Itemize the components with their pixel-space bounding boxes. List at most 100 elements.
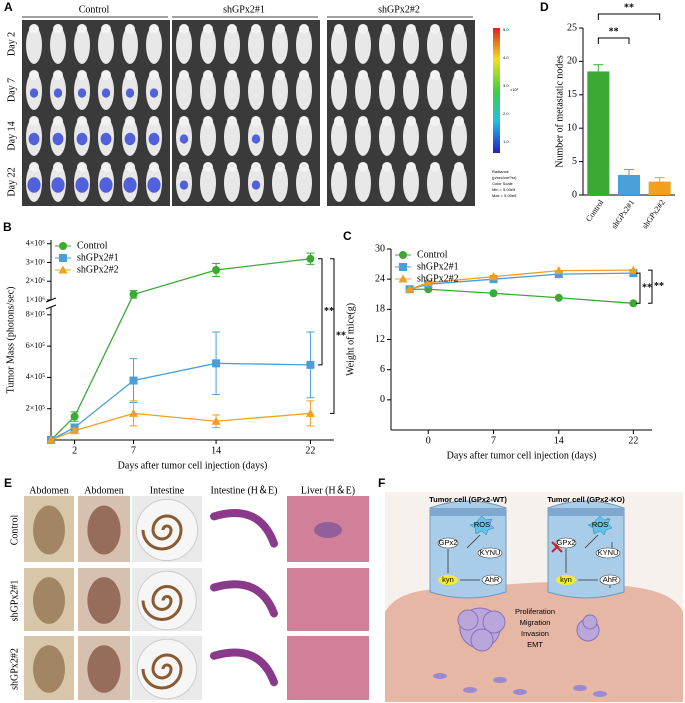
- node-label: AhR: [485, 575, 500, 584]
- mouse-head: [382, 24, 392, 34]
- signal: [179, 180, 189, 190]
- group-label: shGPx2#1: [223, 4, 265, 15]
- disseminated-cells: [433, 673, 607, 697]
- panel-label: F: [378, 476, 385, 490]
- kyn-node: [556, 575, 576, 585]
- significance-label: **: [609, 26, 619, 37]
- mouse: [200, 26, 216, 64]
- bar: [648, 181, 671, 195]
- x-tick-label: 7: [491, 435, 496, 446]
- legend-label: shGPx2#2: [77, 264, 119, 275]
- mouse-head: [203, 116, 213, 126]
- mouse-head: [406, 116, 416, 126]
- significance-bracket: [597, 37, 630, 44]
- node-label: KYNU: [598, 548, 619, 557]
- bar: [587, 71, 610, 195]
- mouse: [248, 26, 264, 64]
- mouse: [355, 118, 371, 156]
- mouse: [296, 26, 312, 64]
- node-label: kyn: [442, 575, 454, 584]
- point: [306, 360, 315, 369]
- mouse: [176, 26, 192, 64]
- signal: [28, 132, 40, 146]
- mouse-head: [203, 162, 213, 172]
- mouse-head: [251, 24, 261, 34]
- node-label: AhR: [603, 575, 618, 584]
- ros: [587, 515, 613, 536]
- colorbar-caption: Max = 5.00e6: [492, 193, 517, 198]
- row-label: shGPx2#1: [9, 580, 20, 622]
- mouse: [451, 164, 467, 202]
- mouse-head: [101, 116, 111, 126]
- colorbar-caption: Radiance: [492, 169, 510, 174]
- mouse-head: [227, 70, 237, 80]
- y-tick-label: 5: [572, 156, 577, 167]
- point: [46, 435, 56, 444]
- mouse-head: [358, 24, 368, 34]
- colorbar-tick: 4.0: [503, 55, 509, 60]
- mouse-head: [125, 24, 135, 34]
- section: [210, 509, 278, 548]
- mouse: [200, 72, 216, 110]
- point: [70, 412, 79, 421]
- column-label: Intestine (H＆E): [211, 485, 278, 496]
- organ: [87, 645, 121, 693]
- mouse-head: [29, 24, 39, 34]
- significance-label: **: [336, 330, 346, 341]
- mouse: [224, 26, 240, 64]
- y-tick-label: 8×10⁵: [26, 310, 46, 319]
- mouse-head: [299, 24, 309, 34]
- signal: [125, 88, 135, 98]
- mouse: [379, 118, 395, 156]
- mouse: [427, 118, 443, 156]
- metastasis: [314, 522, 342, 538]
- mouse: [26, 26, 42, 64]
- signal: [51, 177, 65, 193]
- intestine: [141, 585, 183, 621]
- legend-label: Control: [417, 249, 448, 260]
- mouse-head: [430, 116, 440, 126]
- nodes: [437, 537, 621, 586]
- column-label: Liver (H＆E): [301, 485, 355, 496]
- column-label: Abdomen: [84, 485, 123, 496]
- intestine: [141, 514, 183, 551]
- x-tick-label: Control: [584, 197, 606, 223]
- mouse-head: [29, 70, 39, 80]
- y-tick-label: 20: [567, 56, 577, 67]
- mouse: [200, 118, 216, 156]
- legend-marker: [398, 274, 408, 283]
- x-axis-label: Days after tumor cell injection (days): [447, 450, 597, 461]
- mouse-head: [101, 24, 111, 34]
- mouse: [451, 118, 467, 156]
- mouse-head: [299, 116, 309, 126]
- y-tick-label: 1×10⁶: [26, 295, 46, 304]
- mouse-head: [125, 116, 135, 126]
- panel-f: F Tumor cell (GPx2-WT) ROS GPx2 KYNU kyn AhR T…: [378, 476, 683, 702]
- cell-title: Tumor cell (GPx2-WT): [429, 495, 507, 504]
- panel-label: E: [4, 476, 12, 490]
- tissue: [385, 581, 683, 702]
- mouse: [122, 26, 138, 64]
- point: [129, 408, 139, 417]
- mouse-head: [203, 70, 213, 80]
- y-tick-label: 6×10⁵: [26, 341, 46, 350]
- colorbar-tick: 3.0: [503, 83, 509, 88]
- signal: [53, 88, 63, 98]
- y-tick-label: 15: [567, 89, 577, 100]
- y-tick-label: 12: [375, 334, 385, 345]
- mouse: [379, 72, 395, 110]
- y-tick-label: 2×10⁶: [26, 276, 46, 285]
- tumor-cluster: [457, 607, 600, 652]
- series-line: [409, 288, 634, 304]
- membrane: [548, 508, 624, 516]
- mouse-head: [334, 162, 344, 172]
- mouse: [427, 26, 443, 64]
- mouse: [272, 164, 288, 202]
- x-axis-label: Days after tumor cell injection (days): [118, 460, 268, 471]
- chart: C 0 6 12 18 24 30 0 7 14 22 Weight of mice(g) Days a…: [343, 229, 664, 461]
- section: [210, 648, 278, 687]
- y-tick-label: 3×10⁶: [26, 257, 46, 266]
- colorbar-tick: 5.0: [503, 27, 509, 32]
- point: [212, 266, 221, 274]
- point: [70, 426, 80, 435]
